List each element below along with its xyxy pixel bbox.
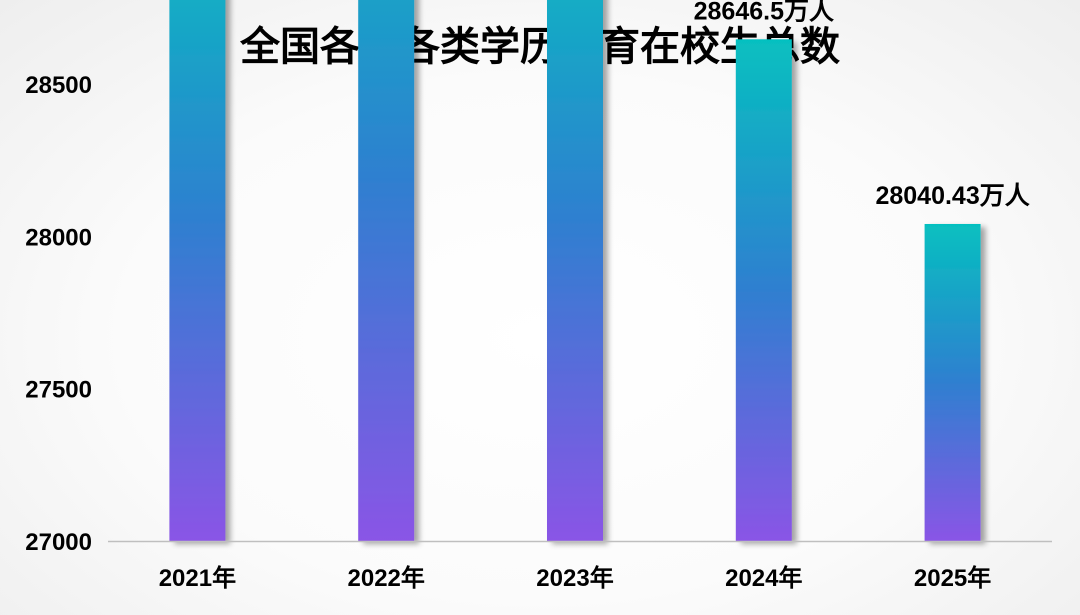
y-tick-label: 28500	[25, 72, 92, 99]
bars	[169, 0, 981, 542]
y-tick-label: 27500	[25, 377, 92, 404]
x-tick-label: 2022年	[348, 564, 425, 592]
data-label: 28040.43万人	[875, 182, 1029, 210]
data-label: 28646.5万人	[694, 0, 834, 25]
y-tick-label: 27000	[25, 529, 92, 556]
bar-1	[169, 0, 226, 541]
x-tick-label: 2021年	[159, 564, 236, 592]
bar-4	[735, 39, 792, 541]
bar-2	[358, 0, 415, 542]
x-tick-label: 2024年	[725, 564, 802, 592]
x-axis: 2021年 2022年 2023年 2024年 2025年	[108, 540, 1052, 592]
y-axis: 270002750028000285002900029500	[25, 72, 92, 556]
x-tick-label: 2025年	[914, 564, 991, 592]
bar-5	[924, 223, 981, 542]
x-tick-label: 2023年	[536, 564, 613, 592]
bar-3	[547, 0, 603, 541]
y-tick-label: 28000	[25, 224, 92, 251]
